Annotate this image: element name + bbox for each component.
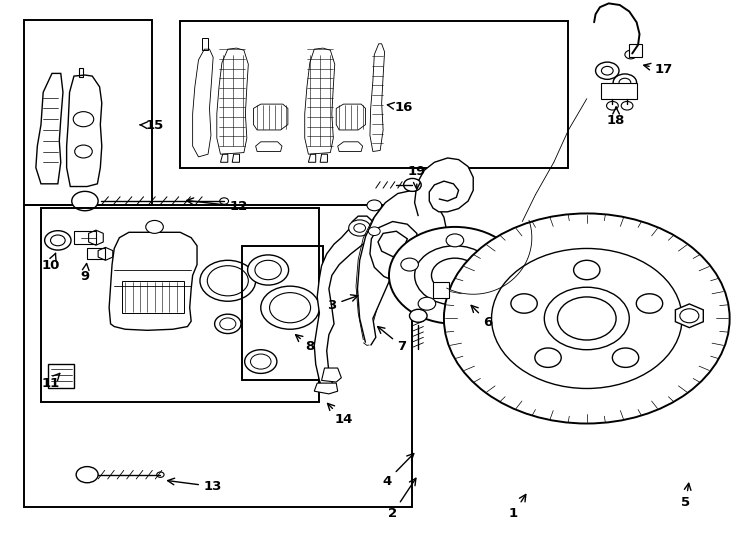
Circle shape xyxy=(573,260,600,280)
Circle shape xyxy=(625,50,636,59)
Circle shape xyxy=(244,350,277,374)
Text: 19: 19 xyxy=(407,165,426,189)
Circle shape xyxy=(261,286,319,329)
Bar xyxy=(601,83,636,99)
Text: 13: 13 xyxy=(167,478,222,493)
Polygon shape xyxy=(415,158,473,216)
Bar xyxy=(122,281,184,313)
Bar xyxy=(242,246,323,380)
Text: 2: 2 xyxy=(388,478,416,520)
Circle shape xyxy=(492,248,682,388)
Circle shape xyxy=(410,309,427,322)
Circle shape xyxy=(404,178,421,191)
Circle shape xyxy=(368,227,380,235)
Bar xyxy=(24,19,153,205)
Circle shape xyxy=(613,74,636,91)
Bar xyxy=(41,208,319,402)
Polygon shape xyxy=(357,190,448,346)
Text: 15: 15 xyxy=(139,119,164,132)
Text: 1: 1 xyxy=(509,495,526,520)
Circle shape xyxy=(389,227,521,324)
Text: 11: 11 xyxy=(41,373,59,389)
Bar xyxy=(24,205,413,507)
Circle shape xyxy=(367,200,382,211)
Text: 5: 5 xyxy=(681,483,691,509)
Circle shape xyxy=(76,467,98,483)
Text: 6: 6 xyxy=(471,306,493,329)
Circle shape xyxy=(545,287,629,350)
Text: 17: 17 xyxy=(644,63,673,76)
Circle shape xyxy=(595,62,619,79)
Circle shape xyxy=(72,191,98,211)
Circle shape xyxy=(535,348,562,367)
Circle shape xyxy=(444,213,730,423)
Bar xyxy=(433,282,449,298)
Polygon shape xyxy=(109,232,197,330)
Circle shape xyxy=(621,102,633,110)
Circle shape xyxy=(418,297,436,310)
Text: 16: 16 xyxy=(388,101,413,114)
Circle shape xyxy=(636,294,663,313)
Circle shape xyxy=(45,231,71,250)
Circle shape xyxy=(511,294,537,313)
Text: 9: 9 xyxy=(81,264,90,283)
Bar xyxy=(74,231,96,244)
Circle shape xyxy=(349,220,371,236)
Text: 18: 18 xyxy=(607,107,625,127)
Polygon shape xyxy=(321,368,341,382)
Text: 14: 14 xyxy=(327,403,353,426)
Circle shape xyxy=(606,102,618,110)
Polygon shape xyxy=(314,383,338,394)
Circle shape xyxy=(146,220,164,233)
Bar xyxy=(180,21,568,167)
Circle shape xyxy=(214,314,241,334)
Bar xyxy=(87,248,106,259)
Polygon shape xyxy=(675,304,703,328)
Circle shape xyxy=(219,198,228,204)
Polygon shape xyxy=(314,216,374,391)
Text: 3: 3 xyxy=(327,295,357,312)
Circle shape xyxy=(491,258,509,271)
Text: 4: 4 xyxy=(382,454,414,488)
Circle shape xyxy=(612,348,639,367)
Circle shape xyxy=(157,472,164,477)
Text: 10: 10 xyxy=(41,253,59,272)
Bar xyxy=(629,44,642,57)
Text: 7: 7 xyxy=(378,327,407,353)
Bar xyxy=(48,364,74,388)
Circle shape xyxy=(446,234,464,247)
Circle shape xyxy=(474,297,492,310)
Text: 8: 8 xyxy=(296,335,314,353)
Circle shape xyxy=(401,258,418,271)
Circle shape xyxy=(247,255,288,285)
Circle shape xyxy=(200,260,255,301)
Text: 12: 12 xyxy=(186,198,248,213)
Circle shape xyxy=(415,246,495,305)
